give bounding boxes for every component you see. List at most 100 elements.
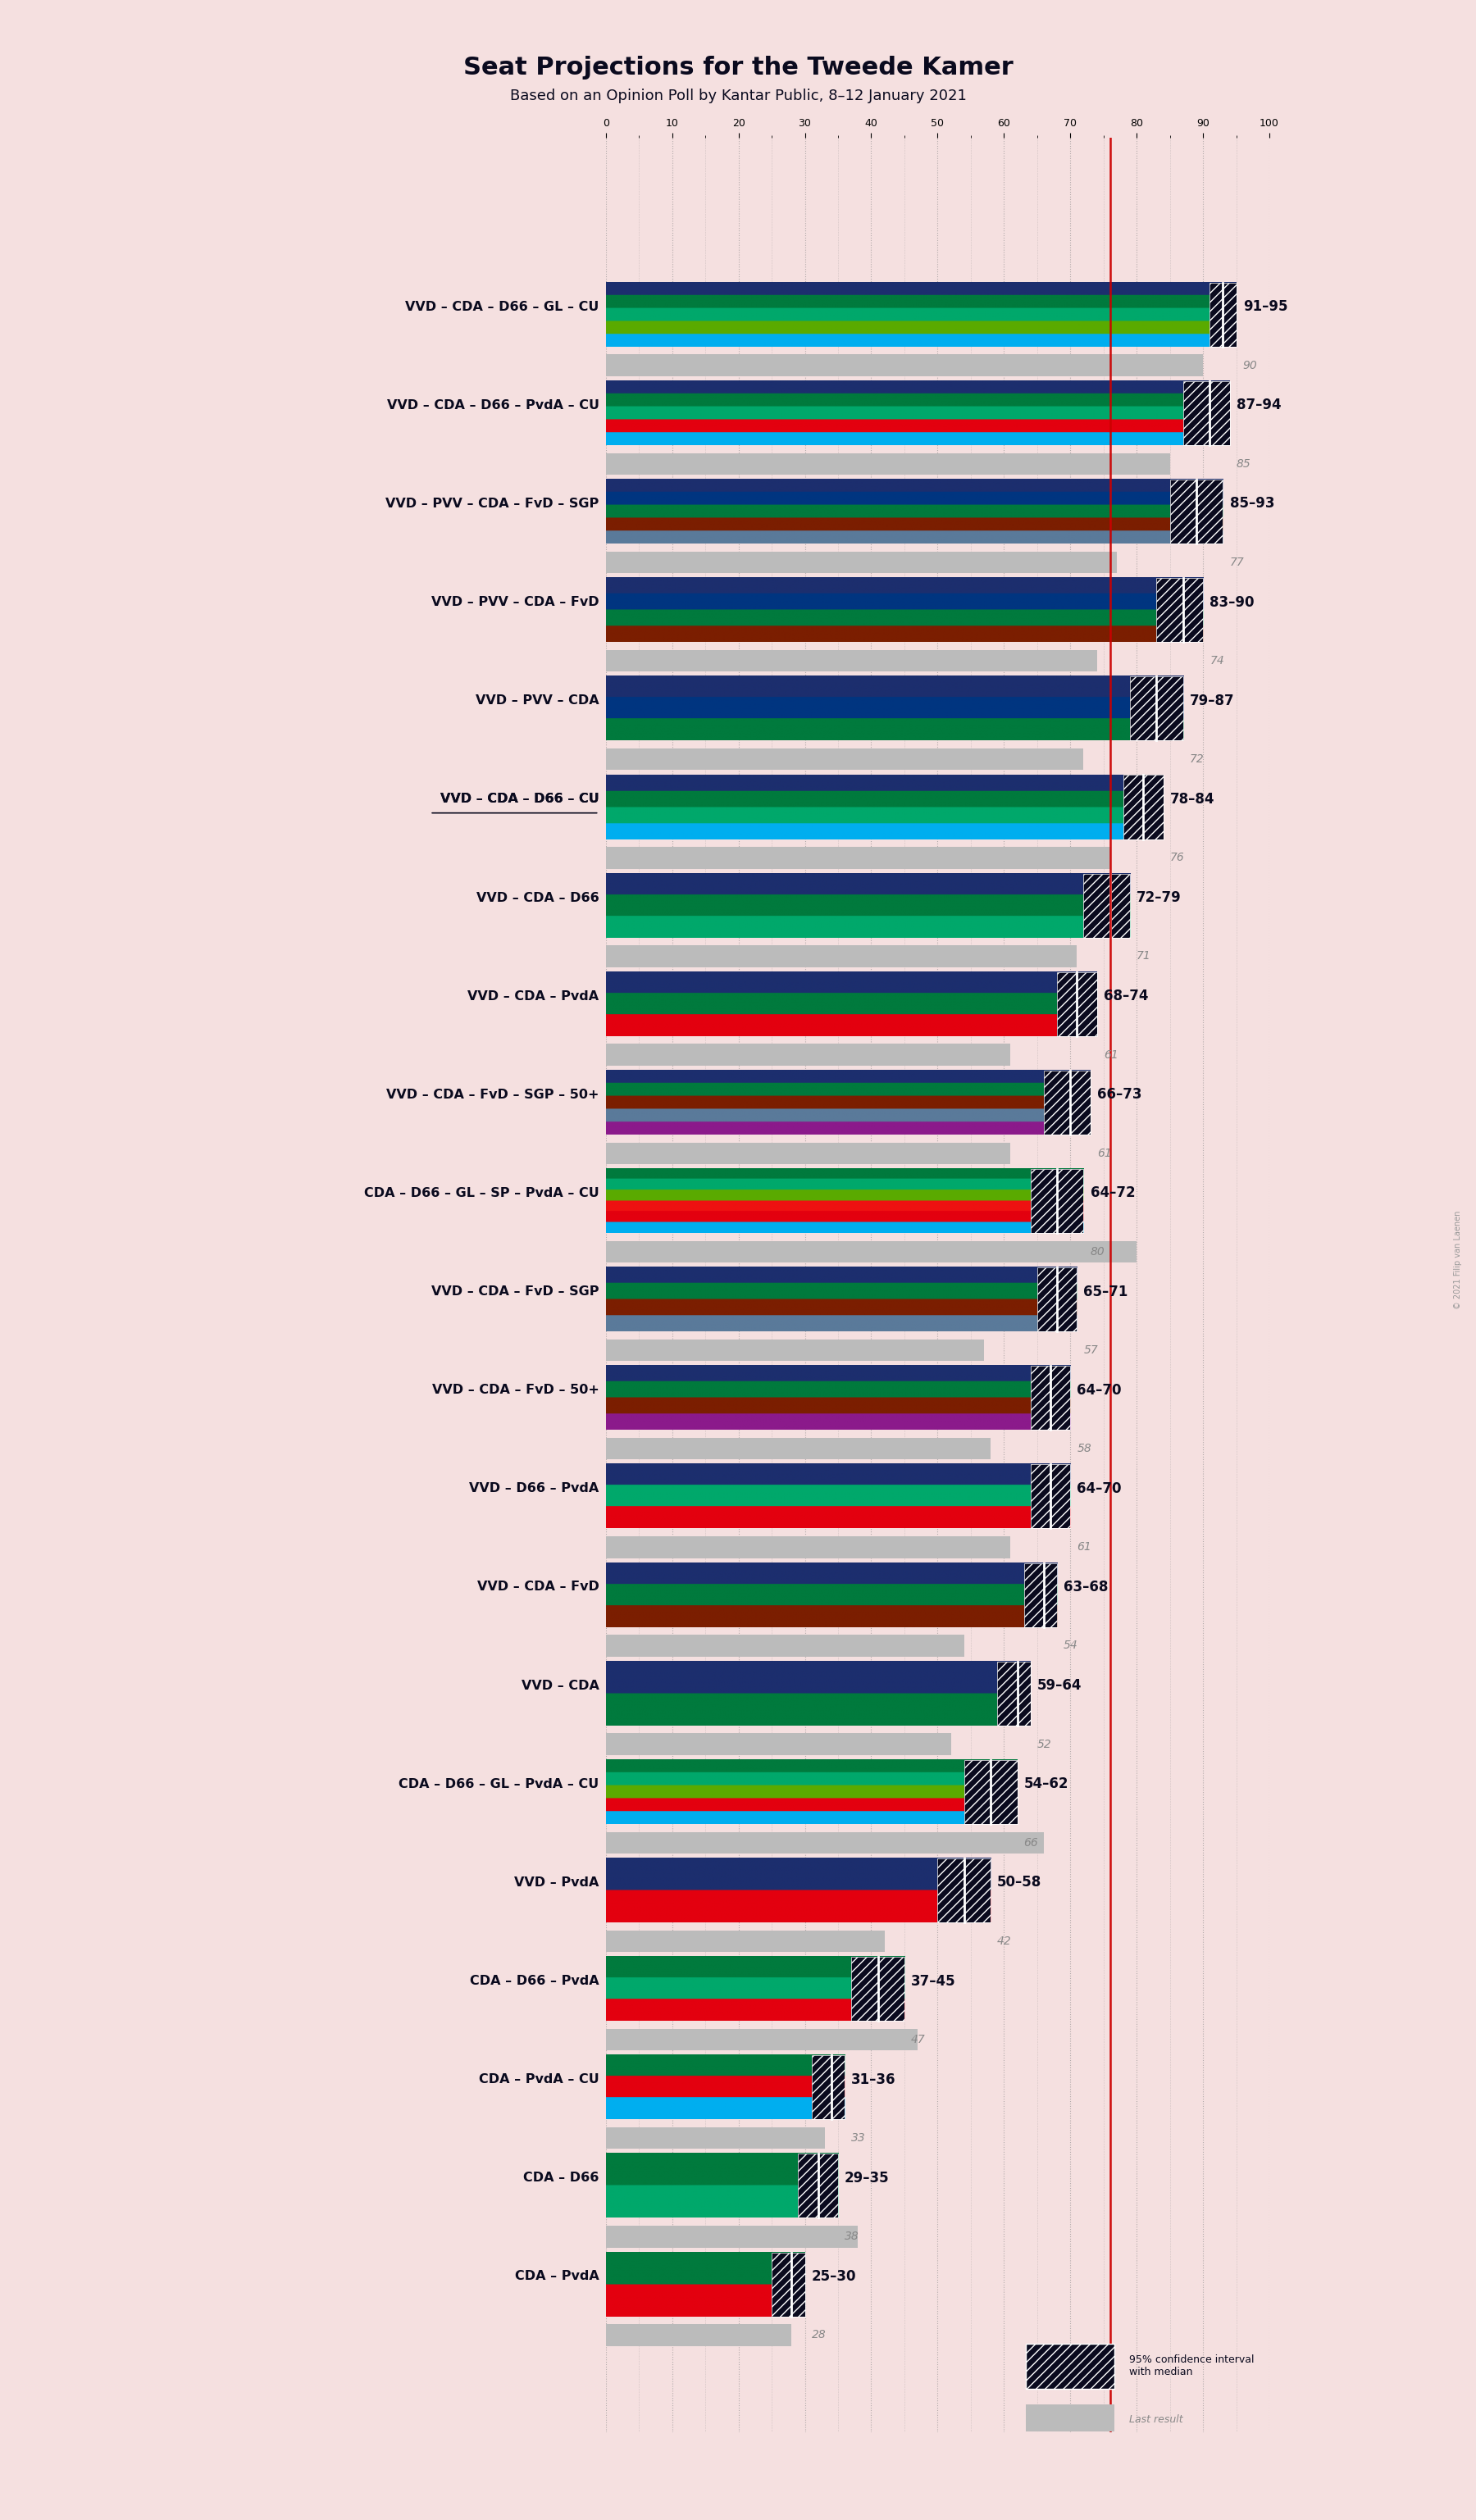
Text: 80: 80 — [1091, 1245, 1104, 1257]
Bar — [1123, 776, 1163, 839]
Bar — [1157, 577, 1203, 643]
Text: VVD – PvdA: VVD – PvdA — [514, 1877, 599, 1887]
Text: 31–36: 31–36 — [852, 2071, 896, 2087]
Bar — [605, 2323, 791, 2346]
Text: 65–71: 65–71 — [1083, 1285, 1128, 1298]
Text: 47: 47 — [911, 2034, 925, 2046]
Bar — [605, 1734, 951, 1754]
Text: CDA – D66 – GL – SP – PvdA – CU: CDA – D66 – GL – SP – PvdA – CU — [365, 1187, 599, 1200]
Text: VVD – CDA – D66 – CU: VVD – CDA – D66 – CU — [440, 794, 599, 806]
Text: © 2021 Filip van Laenen: © 2021 Filip van Laenen — [1454, 1210, 1463, 1310]
Text: 71: 71 — [1137, 950, 1151, 963]
Text: 42: 42 — [998, 1935, 1013, 1948]
Bar — [799, 2155, 838, 2218]
Bar — [1157, 577, 1203, 643]
Bar — [605, 355, 1203, 375]
Text: VVD – CDA: VVD – CDA — [521, 1678, 599, 1691]
Bar — [964, 1759, 1017, 1824]
Bar — [605, 454, 1170, 474]
Bar — [605, 1043, 1011, 1066]
Text: VVD – D66 – PvdA: VVD – D66 – PvdA — [469, 1482, 599, 1494]
Text: 54–62: 54–62 — [1024, 1777, 1069, 1792]
Bar — [605, 1338, 984, 1361]
Bar — [605, 2225, 858, 2248]
Bar — [1170, 479, 1224, 544]
Text: Last result: Last result — [1129, 2414, 1182, 2424]
Text: VVD – CDA – FvD – SGP: VVD – CDA – FvD – SGP — [431, 1285, 599, 1298]
Bar — [812, 2056, 844, 2119]
Bar — [605, 1832, 1044, 1855]
Text: 68–74: 68–74 — [1104, 988, 1148, 1003]
Text: 58: 58 — [1077, 1444, 1091, 1454]
Text: 37–45: 37–45 — [911, 1973, 956, 1988]
Bar — [1044, 1071, 1091, 1134]
Text: 78–84: 78–84 — [1170, 791, 1215, 806]
Bar — [772, 2253, 804, 2316]
Text: 64–72: 64–72 — [1091, 1187, 1135, 1200]
Bar — [605, 1930, 884, 1953]
Bar — [799, 2155, 838, 2218]
Bar — [1184, 381, 1230, 446]
Text: 52: 52 — [1038, 1739, 1052, 1749]
Bar — [605, 1142, 1011, 1164]
Bar — [1030, 1169, 1083, 1232]
Bar — [605, 650, 1097, 673]
Bar — [605, 847, 1110, 869]
Bar — [605, 2029, 918, 2051]
Text: 66: 66 — [1024, 1837, 1039, 1847]
Bar — [1030, 1464, 1070, 1530]
Bar — [1044, 1071, 1091, 1134]
Bar — [1038, 1268, 1077, 1331]
Text: 50–58: 50–58 — [998, 1875, 1042, 1890]
Bar — [1030, 1366, 1070, 1429]
Bar — [1030, 1169, 1083, 1232]
Text: VVD – PVV – CDA – FvD – SGP: VVD – PVV – CDA – FvD – SGP — [385, 496, 599, 509]
Bar — [1210, 282, 1237, 348]
Bar — [1170, 479, 1224, 544]
Bar — [1024, 1562, 1057, 1628]
Text: VVD – CDA – D66: VVD – CDA – D66 — [477, 892, 599, 905]
Text: 61: 61 — [1077, 1542, 1091, 1552]
Text: Based on an Opinion Poll by Kantar Public, 8–12 January 2021: Based on an Opinion Poll by Kantar Publi… — [509, 88, 967, 103]
Bar — [937, 1857, 990, 1923]
Text: 77: 77 — [1230, 557, 1244, 567]
Bar — [1210, 282, 1237, 348]
Bar — [1057, 973, 1097, 1036]
Bar — [605, 748, 1083, 771]
Bar — [1184, 381, 1230, 446]
Bar — [1083, 874, 1131, 937]
Bar — [772, 2253, 804, 2316]
Bar — [605, 2127, 825, 2150]
Text: 28: 28 — [812, 2328, 827, 2341]
Bar — [1083, 874, 1131, 937]
Bar — [605, 1537, 1011, 1557]
Bar — [1030, 1464, 1070, 1530]
Bar — [1131, 675, 1184, 741]
Bar — [937, 1857, 990, 1923]
Text: 64–70: 64–70 — [1077, 1383, 1122, 1399]
Bar — [998, 1661, 1030, 1726]
Text: CDA – PvdA: CDA – PvdA — [515, 2271, 599, 2283]
Text: 54: 54 — [1064, 1641, 1079, 1651]
Text: VVD – CDA – FvD – 50+: VVD – CDA – FvD – 50+ — [432, 1383, 599, 1396]
Text: Seat Projections for the Tweede Kamer: Seat Projections for the Tweede Kamer — [463, 55, 1013, 78]
Text: VVD – CDA – FvD – SGP – 50+: VVD – CDA – FvD – SGP – 50+ — [387, 1089, 599, 1101]
Text: 95% confidence interval
with median: 95% confidence interval with median — [1129, 2354, 1255, 2379]
Text: CDA – D66 – PvdA: CDA – D66 – PvdA — [469, 1976, 599, 1988]
Text: 64–70: 64–70 — [1077, 1482, 1122, 1497]
Bar — [1030, 1366, 1070, 1429]
Text: 61: 61 — [1104, 1048, 1117, 1061]
Text: 90: 90 — [1243, 360, 1258, 370]
Text: 91–95: 91–95 — [1243, 300, 1287, 315]
Text: CDA – D66 – GL – PvdA – CU: CDA – D66 – GL – PvdA – CU — [399, 1779, 599, 1789]
Text: VVD – CDA – D66 – CU: VVD – CDA – D66 – CU — [440, 794, 599, 806]
Text: 38: 38 — [844, 2230, 859, 2243]
Text: 25–30: 25–30 — [812, 2268, 856, 2283]
Bar — [1123, 776, 1163, 839]
Text: 61: 61 — [1097, 1147, 1111, 1159]
Text: VVD – PVV – CDA – FvD: VVD – PVV – CDA – FvD — [431, 597, 599, 607]
Bar — [605, 1635, 964, 1656]
Text: 57: 57 — [1083, 1346, 1098, 1356]
Bar — [605, 1240, 1137, 1263]
Text: VVD – CDA – FvD: VVD – CDA – FvD — [477, 1580, 599, 1593]
